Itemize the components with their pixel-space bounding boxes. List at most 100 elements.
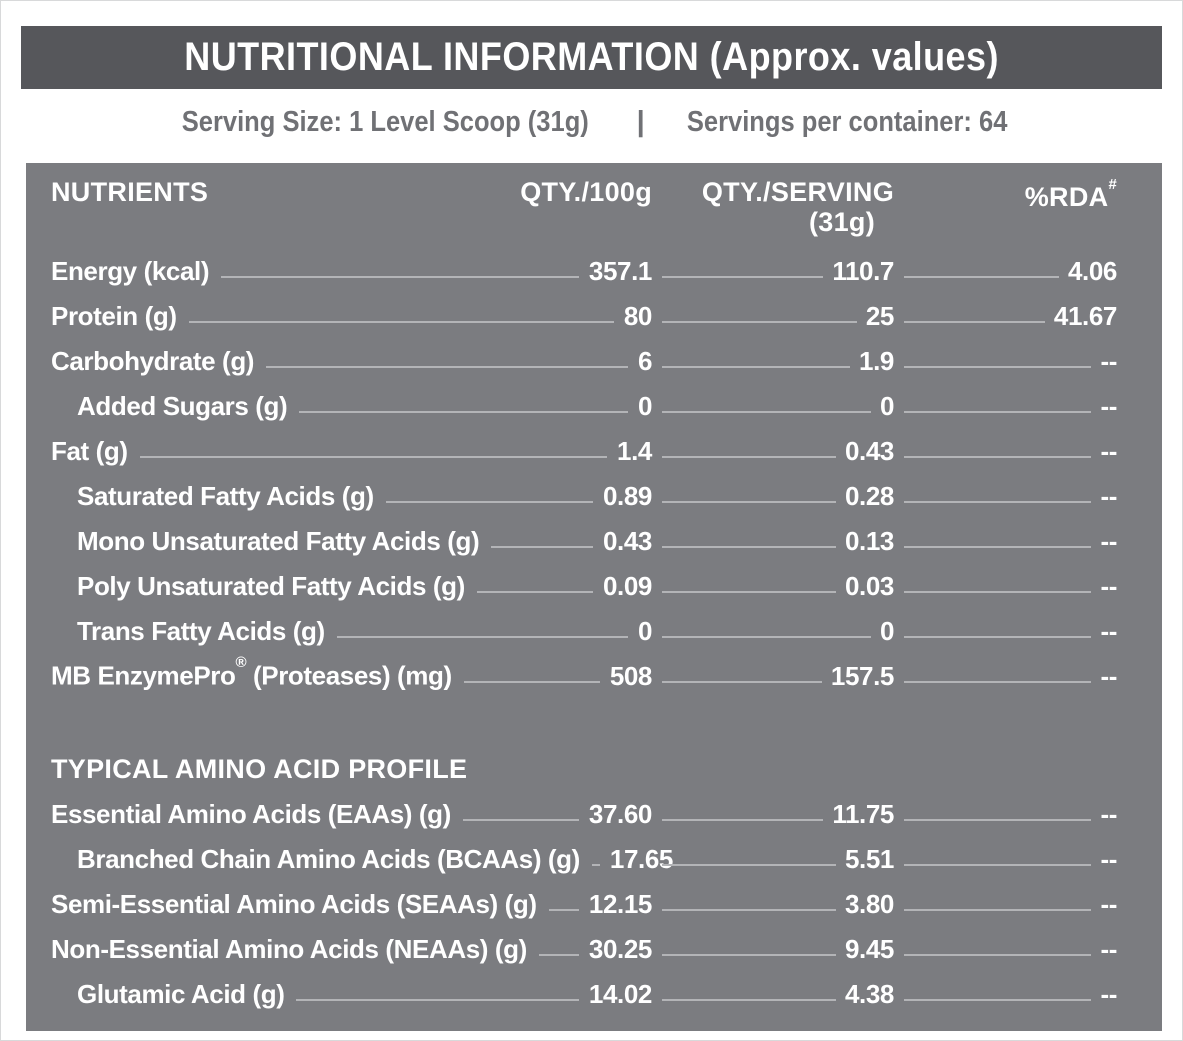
leader-line <box>662 411 871 413</box>
qty-100g-value: 0 <box>637 391 652 421</box>
table-row: Energy (kcal) 357.1 110.7 4.06 <box>51 241 1117 286</box>
leader-line <box>904 864 1092 866</box>
nutrient-label: Glutamic Acid (g) <box>77 979 285 1009</box>
qty-100g-value: 30.25 <box>588 934 652 964</box>
leader-line <box>662 999 836 1001</box>
table-row: MB EnzymePro® (Proteases) (mg) 508 157.5… <box>51 646 1117 691</box>
nutrient-label: Trans Fatty Acids (g) <box>77 616 325 646</box>
table-row: Trans Fatty Acids (g) 0 0 -- <box>51 601 1117 646</box>
qty-100g-value: 508 <box>609 661 653 691</box>
nutrient-label: Poly Unsaturated Fatty Acids (g) <box>77 571 465 601</box>
header-rda-text: %RDA <box>1024 182 1109 212</box>
leader-line <box>904 546 1092 548</box>
rda-value: -- <box>1100 889 1117 919</box>
leader-line <box>662 276 824 278</box>
table-row: Fat (g) 1.4 0.43 -- <box>51 421 1117 466</box>
nutrition-table: NUTRIENTS QTY./100g QTY./SERVING (31g) %… <box>26 163 1162 1031</box>
leader-line <box>904 456 1092 458</box>
leader-line <box>662 864 836 866</box>
rda-value: -- <box>1100 616 1117 646</box>
header-col-left: NUTRIENTS QTY./100g <box>51 177 652 237</box>
qty-serving-value: 25 <box>865 301 895 331</box>
leader-line <box>662 636 871 638</box>
qty-serving-value: 5.51 <box>844 844 894 874</box>
nutrient-label: Carbohydrate (g) <box>51 346 255 376</box>
leader-line <box>188 321 614 323</box>
section-title-text: TYPICAL AMINO ACID PROFILE <box>51 754 468 784</box>
leader-line <box>662 819 824 821</box>
header-rda: %RDA# <box>894 177 1117 212</box>
qty-serving-value: 4.38 <box>844 979 894 1009</box>
qty-serving-value: 157.5 <box>830 661 894 691</box>
rda-value: 41.67 <box>1053 301 1117 331</box>
servings-per-container-text: Servings per container: 64 <box>686 105 1008 138</box>
leader-line <box>591 864 600 866</box>
table-row: Non-Essential Amino Acids (NEAAs) (g) 30… <box>51 919 1117 964</box>
leader-line <box>904 909 1092 911</box>
rda-value: -- <box>1100 661 1117 691</box>
leader-line <box>662 366 851 368</box>
qty-serving-value: 3.80 <box>844 889 894 919</box>
nutrient-label: Saturated Fatty Acids (g) <box>77 481 374 511</box>
leader-line <box>662 546 836 548</box>
leader-line <box>662 456 836 458</box>
nutrient-label: Semi-Essential Amino Acids (SEAAs) (g) <box>51 889 537 919</box>
qty-100g-value: 14.02 <box>588 979 652 1009</box>
header-qty-100g: QTY./100g <box>520 177 652 207</box>
rda-value: -- <box>1100 481 1117 511</box>
leader-line <box>299 411 628 413</box>
leader-line <box>662 501 836 503</box>
nutrients-section: Energy (kcal) 357.1 110.7 4.06 Protein (… <box>51 241 1117 691</box>
leader-line <box>476 591 593 593</box>
qty-100g-value: 12.15 <box>588 889 652 919</box>
leader-line <box>904 999 1092 1001</box>
qty-100g-value: 0.43 <box>602 526 652 556</box>
leader-line <box>139 456 608 458</box>
amino-acid-section: Essential Amino Acids (EAAs) (g) 37.60 1… <box>51 784 1117 1009</box>
nutrient-label: Non-Essential Amino Acids (NEAAs) (g) <box>51 934 527 964</box>
leader-line <box>548 909 579 911</box>
header-rda-footnote-mark: # <box>1108 177 1117 194</box>
qty-serving-value: 1.9 <box>859 346 894 376</box>
separator: | <box>636 105 645 138</box>
rda-value: -- <box>1100 346 1117 376</box>
qty-serving-value: 0.13 <box>844 526 894 556</box>
qty-serving-value: 110.7 <box>832 256 894 286</box>
table-row: Saturated Fatty Acids (g) 0.89 0.28 -- <box>51 466 1117 511</box>
table-row: Added Sugars (g) 0 0 -- <box>51 376 1117 421</box>
leader-line <box>904 366 1092 368</box>
leader-line <box>491 546 593 548</box>
rda-value: -- <box>1100 571 1117 601</box>
page-title: NUTRITIONAL INFORMATION (Approx. values) <box>184 35 999 79</box>
table-row: Semi-Essential Amino Acids (SEAAs) (g) 1… <box>51 874 1117 919</box>
qty-100g-value: 80 <box>623 301 653 331</box>
qty-100g-value: 37.60 <box>588 799 652 829</box>
table-header: NUTRIENTS QTY./100g QTY./SERVING (31g) %… <box>51 177 1117 237</box>
nutrient-label: Essential Amino Acids (EAAs) (g) <box>51 799 451 829</box>
rda-value: -- <box>1100 799 1117 829</box>
qty-100g-value: 0.09 <box>602 571 652 601</box>
qty-100g-value: 357.1 <box>588 256 652 286</box>
rda-value: -- <box>1100 436 1117 466</box>
table-row: Poly Unsaturated Fatty Acids (g) 0.09 0.… <box>51 556 1117 601</box>
header-qty-serving-line2: (31g) <box>808 207 875 237</box>
leader-line <box>904 276 1059 278</box>
leader-line <box>296 999 579 1001</box>
nutrient-label: Fat (g) <box>51 436 128 466</box>
qty-serving-value: 0.03 <box>844 571 894 601</box>
leader-line <box>385 501 593 503</box>
qty-100g-value: 17.65 <box>609 844 673 874</box>
header-qty-serving: QTY./SERVING (31g) <box>652 177 894 237</box>
table-row: Branched Chain Amino Acids (BCAAs) (g) 1… <box>51 829 1117 874</box>
leader-line <box>904 411 1092 413</box>
rda-value: -- <box>1100 844 1117 874</box>
rda-value: -- <box>1100 934 1117 964</box>
table-row: Essential Amino Acids (EAAs) (g) 37.60 1… <box>51 784 1117 829</box>
serving-info: Serving Size: 1 Level Scoop (31g) | Serv… <box>1 101 1182 143</box>
leader-line <box>662 681 822 683</box>
header-qty-serving-line1: QTY./SERVING <box>701 177 894 207</box>
leader-line <box>662 321 857 323</box>
header-nutrients: NUTRIENTS <box>51 177 209 207</box>
qty-serving-value: 11.75 <box>832 799 894 829</box>
